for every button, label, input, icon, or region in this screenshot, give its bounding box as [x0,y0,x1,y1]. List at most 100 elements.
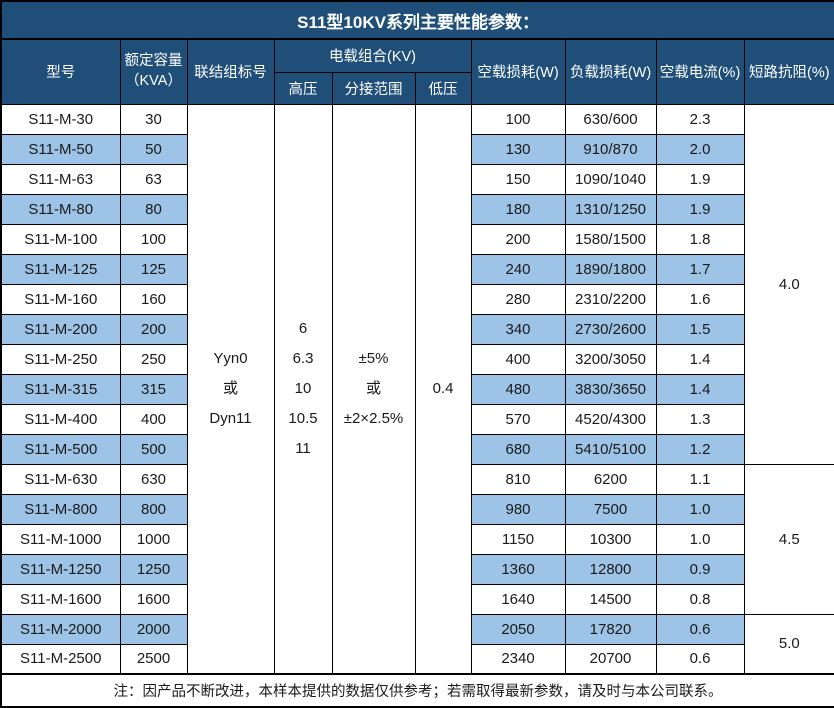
tap-range-cell: ±5%或±2×2.5% [332,104,415,674]
no-load-current-cell: 1.2 [656,434,744,464]
model-cell: S11-M-250 [1,344,120,374]
kva-cell: 1000 [120,524,187,554]
kva-cell: 400 [120,404,187,434]
no-load-loss-cell: 180 [471,194,565,224]
no-load-loss-cell: 340 [471,314,565,344]
no-load-loss-cell: 1640 [471,584,565,614]
kva-cell: 200 [120,314,187,344]
load-loss-cell: 6200 [565,464,656,494]
col-header-hv: 高压 [274,72,332,104]
load-loss-cell: 14500 [565,584,656,614]
no-load-loss-cell: 2050 [471,614,565,644]
impedance-cell: 4.5 [744,464,834,614]
kva-cell: 800 [120,494,187,524]
kva-cell: 315 [120,374,187,404]
load-loss-cell: 17820 [565,614,656,644]
no-load-loss-cell: 680 [471,434,565,464]
hv-cell-line: 10.5 [275,404,332,434]
load-loss-cell: 1090/1040 [565,164,656,194]
model-cell: S11-M-315 [1,374,120,404]
model-cell: S11-M-2000 [1,614,120,644]
model-cell: S11-M-400 [1,404,120,434]
load-loss-cell: 2310/2200 [565,284,656,314]
load-loss-cell: 10300 [565,524,656,554]
load-loss-cell: 5410/5100 [565,434,656,464]
kva-cell: 500 [120,434,187,464]
no-load-current-cell: 1.9 [656,194,744,224]
connection-cell-line: 或 [188,374,274,404]
model-cell: S11-M-1250 [1,554,120,584]
no-load-current-cell: 1.4 [656,344,744,374]
kva-cell: 30 [120,104,187,134]
model-cell: S11-M-50 [1,134,120,164]
load-loss-cell: 1310/1250 [565,194,656,224]
no-load-current-cell: 0.6 [656,614,744,644]
kva-cell: 50 [120,134,187,164]
no-load-current-cell: 1.1 [656,464,744,494]
no-load-loss-cell: 570 [471,404,565,434]
impedance-cell: 5.0 [744,614,834,674]
model-cell: S11-M-630 [1,464,120,494]
no-load-loss-cell: 240 [471,254,565,284]
footer-note: 注：因产品不断改进，本样本提供的数据仅供参考；若需取得最新参数，请及时与本公司联… [1,674,834,707]
col-header-lv: 低压 [415,72,471,104]
hv-cell-line: 6.3 [275,344,332,374]
hv-cell-line: 10 [275,374,332,404]
no-load-current-cell: 1.0 [656,524,744,554]
no-load-current-cell: 1.4 [656,374,744,404]
col-header-connection: 联结组标号 [187,39,274,104]
no-load-current-cell: 1.9 [656,164,744,194]
kva-cell: 2000 [120,614,187,644]
load-loss-cell: 910/870 [565,134,656,164]
col-header-no-load-loss: 空载损耗(W) [471,39,565,104]
kva-cell: 1600 [120,584,187,614]
no-load-loss-cell: 280 [471,284,565,314]
model-cell: S11-M-500 [1,434,120,464]
load-loss-cell: 1580/1500 [565,224,656,254]
no-load-current-cell: 1.0 [656,494,744,524]
no-load-loss-cell: 810 [471,464,565,494]
model-cell: S11-M-1000 [1,524,120,554]
col-header-capacity: 额定容量 （KVA） [120,39,187,104]
no-load-current-cell: 2.3 [656,104,744,134]
load-loss-cell: 20700 [565,644,656,674]
col-header-load-loss: 负载损耗(W) [565,39,656,104]
impedance-cell-line: 4.5 [745,531,834,548]
load-loss-cell: 630/600 [565,104,656,134]
no-load-current-cell: 1.7 [656,254,744,284]
load-loss-cell: 3830/3650 [565,374,656,404]
model-cell: S11-M-100 [1,224,120,254]
model-cell: S11-M-800 [1,494,120,524]
model-cell: S11-M-1600 [1,584,120,614]
kva-cell: 80 [120,194,187,224]
load-loss-cell: 3200/3050 [565,344,656,374]
load-loss-cell: 4520/4300 [565,404,656,434]
col-header-impedance: 短路抗阻(%) [744,39,834,104]
lv-cell-line: 0.4 [416,374,471,404]
load-loss-cell: 2730/2600 [565,314,656,344]
page-title: S11型10KV系列主要性能参数： [1,1,834,39]
model-cell: S11-M-200 [1,314,120,344]
no-load-loss-cell: 1360 [471,554,565,584]
no-load-current-cell: 0.9 [656,554,744,584]
no-load-loss-cell: 2340 [471,644,565,674]
no-load-loss-cell: 130 [471,134,565,164]
no-load-current-cell: 0.6 [656,644,744,674]
kva-cell: 1250 [120,554,187,584]
col-header-capacity-line2: （KVA） [121,72,187,92]
no-load-loss-cell: 1150 [471,524,565,554]
col-header-no-load-current: 空载电流(%) [656,39,744,104]
model-cell: S11-M-125 [1,254,120,284]
kva-cell: 2500 [120,644,187,674]
impedance-cell: 4.0 [744,104,834,464]
hv-cell-line: 11 [275,434,332,464]
load-loss-cell: 7500 [565,494,656,524]
footer-row: 注：因产品不断改进，本样本提供的数据仅供参考；若需取得最新参数，请及时与本公司联… [1,674,834,707]
connection-cell-line: Yyn0 [188,344,274,374]
no-load-current-cell: 1.3 [656,404,744,434]
no-load-current-cell: 1.6 [656,284,744,314]
